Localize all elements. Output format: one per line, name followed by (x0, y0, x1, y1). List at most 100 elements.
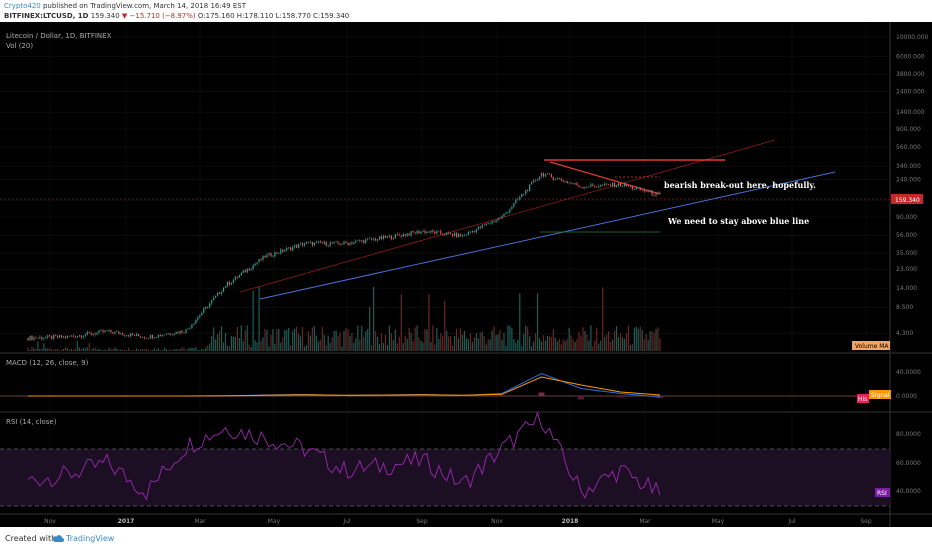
rsi-badge (875, 488, 890, 497)
candle-body (86, 332, 88, 335)
candle-body (440, 230, 442, 234)
volume-bar (446, 330, 448, 351)
channel-line (239, 139, 776, 293)
candle-body (485, 223, 487, 226)
candle-body (187, 328, 189, 330)
candle-body (430, 230, 432, 233)
candle-body (211, 300, 213, 304)
candle-body (290, 247, 292, 251)
candle-body (641, 189, 643, 191)
volume-bar (416, 325, 418, 351)
volume-bar (307, 331, 310, 351)
candle-body (337, 241, 339, 244)
candle-body (331, 242, 333, 244)
volume-bar (631, 343, 633, 351)
volume-bar (124, 349, 126, 351)
volume-bar (487, 339, 489, 351)
volume-bar (505, 346, 507, 351)
price-tick: 2400.000 (896, 89, 925, 96)
volume-bar (128, 347, 130, 351)
candle-body (548, 173, 550, 175)
volume-bar (481, 331, 483, 351)
volume-bar (134, 350, 136, 351)
volume-bar (521, 346, 523, 351)
candle-body (493, 221, 495, 223)
volume-bar (57, 348, 59, 351)
volume-bar (610, 342, 612, 351)
candle-body (386, 236, 389, 238)
volume-bar (305, 345, 308, 351)
volume-bar (199, 350, 201, 351)
volume-bar (426, 329, 428, 351)
candle-body (544, 174, 547, 177)
volume-bar (183, 347, 185, 351)
candle-body (390, 235, 392, 239)
volume-label: Vol (20) (6, 42, 33, 50)
volume-bar (177, 349, 179, 351)
candle-body (612, 182, 614, 186)
descending-trendline (549, 161, 661, 195)
volume-bar (130, 350, 132, 351)
volume-bar (274, 343, 276, 351)
candle-body (272, 256, 274, 257)
candle-body (572, 183, 574, 185)
candle-body (248, 268, 250, 271)
volume-bar (349, 336, 351, 351)
volume-bar (473, 337, 475, 351)
volume-bar (258, 286, 260, 351)
candle-body (347, 242, 349, 245)
candle-body (414, 232, 416, 234)
volume-bar (422, 342, 424, 351)
volume-bar (408, 327, 410, 351)
candle-body (88, 332, 90, 333)
volume-bar (100, 349, 102, 351)
candle-body (341, 244, 343, 245)
volume-bar (236, 326, 238, 351)
candle-body (584, 186, 586, 189)
candle-body (538, 176, 541, 180)
candle-body (41, 337, 43, 340)
candle-body (132, 333, 134, 335)
candle-body (53, 335, 55, 339)
volume-bar (556, 341, 558, 351)
candle-body (355, 240, 357, 243)
volume-bar (112, 349, 114, 351)
candle-body (384, 235, 387, 238)
volume-bar (434, 344, 436, 351)
price-tick: 8.500 (896, 304, 913, 311)
candle-body (434, 231, 436, 234)
volume-bar (256, 342, 258, 351)
volume-bar (558, 338, 560, 351)
tradingview-brand-link[interactable]: TradingView (66, 534, 115, 543)
volume-bar (479, 332, 481, 351)
volume-bar (197, 349, 199, 351)
candle-body (359, 240, 361, 242)
candle-body (475, 229, 477, 233)
volume-bar (329, 343, 331, 351)
candle-body (126, 335, 128, 336)
volume-bar (424, 329, 426, 351)
candle-body (242, 270, 244, 273)
volume-bar (201, 348, 203, 351)
candle-body (596, 186, 598, 188)
candle-body (444, 234, 446, 236)
candle-body (299, 243, 302, 245)
candle-body (452, 234, 454, 236)
candle-body (199, 315, 201, 318)
candle-body (100, 330, 102, 332)
candle-body (406, 233, 408, 236)
author-name[interactable]: Crypto420 (4, 2, 41, 10)
volume-bar (27, 347, 29, 351)
volume-bar (536, 293, 539, 351)
candle-body (590, 184, 592, 187)
volume-bar (159, 349, 161, 351)
candle-body (256, 262, 258, 264)
volume-bar (92, 348, 94, 351)
volume-bar (114, 347, 116, 351)
volume-bar (560, 344, 562, 351)
volume-bar (598, 343, 600, 351)
candle-body (653, 194, 655, 196)
candle-body (562, 180, 564, 182)
volume-bar (592, 346, 594, 351)
candle-body (365, 239, 367, 243)
